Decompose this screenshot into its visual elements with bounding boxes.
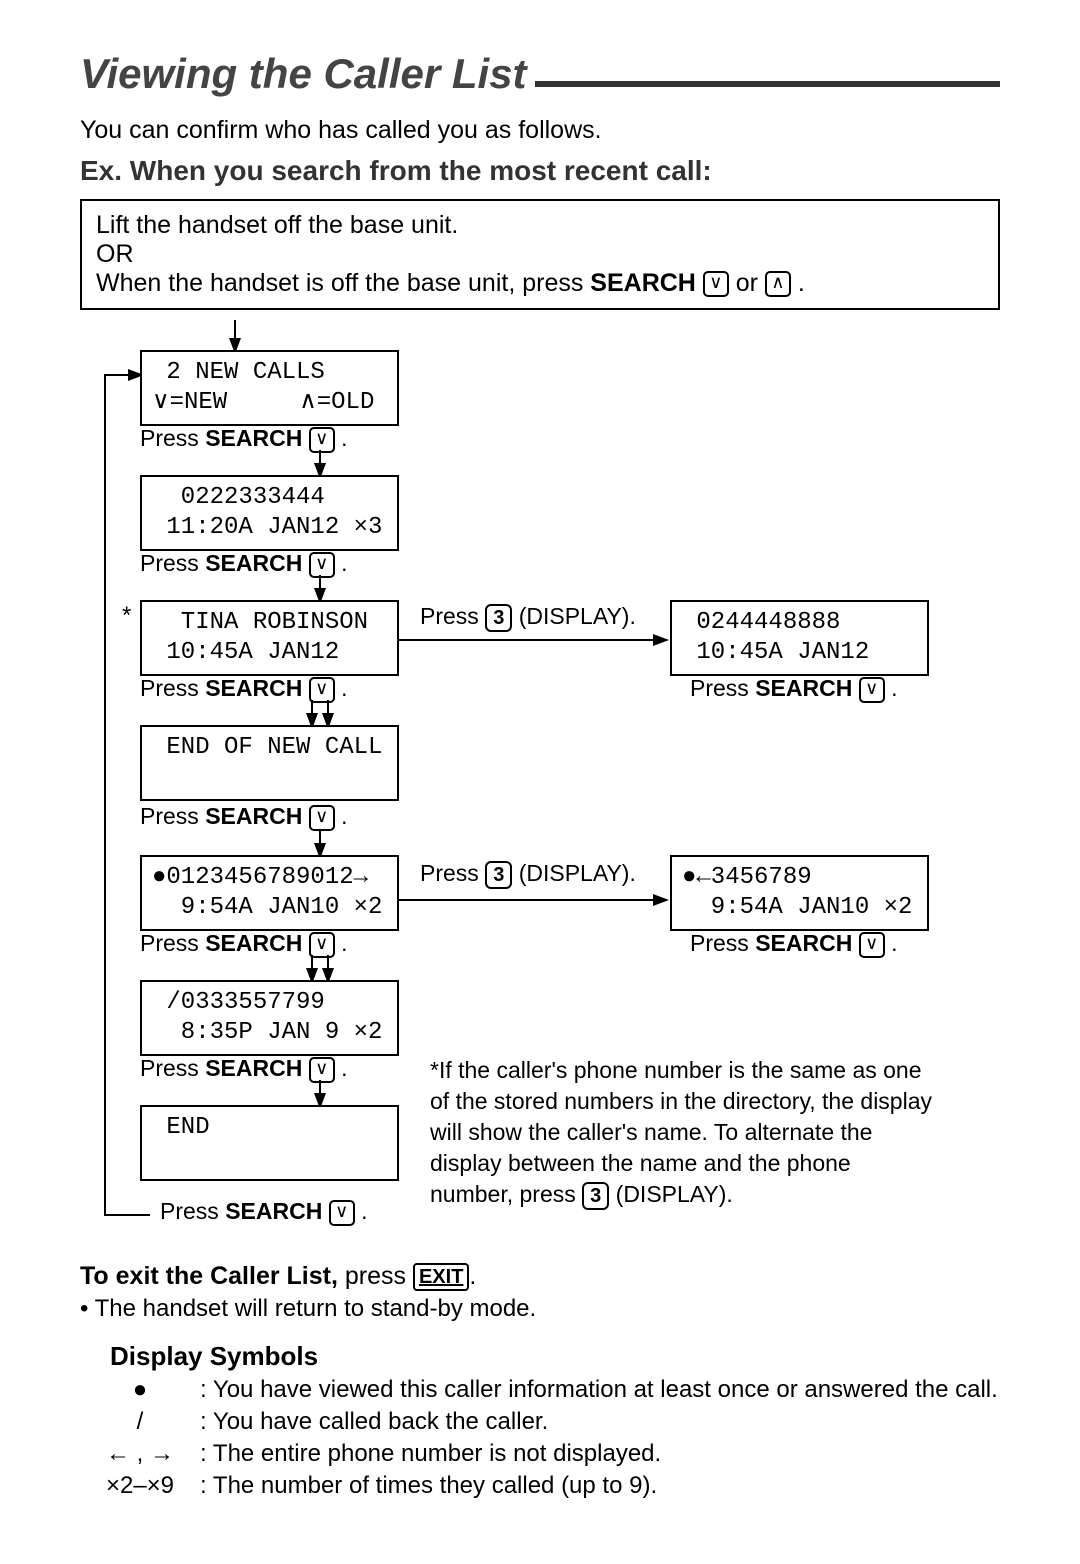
down-arrow-icon: ∨ xyxy=(309,932,335,958)
down-arrow-icon: ∨ xyxy=(703,271,729,297)
initial-step-box: Lift the handset off the base unit. OR W… xyxy=(80,199,1000,310)
display-long-number-right: ●←3456789 9:54A JAN10 ×2 xyxy=(670,855,929,931)
lcd-line: ●0123456789012→ xyxy=(152,864,368,891)
search-word: SEARCH xyxy=(590,269,696,297)
step-or: OR xyxy=(96,240,984,269)
display-end-new: END OF NEW CALL xyxy=(140,725,399,801)
down-arrow-icon: ∨ xyxy=(859,932,885,958)
display-symbols-heading: Display Symbols xyxy=(110,1341,1000,1372)
symbol-glyph: ● xyxy=(80,1376,200,1404)
down-arrow-icon: ∨ xyxy=(309,552,335,578)
lcd-line xyxy=(152,764,166,791)
down-arrow-icon: ∨ xyxy=(309,677,335,703)
symbol-desc: : The number of times they called (up to… xyxy=(200,1472,1000,1500)
symbol-desc: : You have called back the caller. xyxy=(200,1408,1000,1436)
display-long-number: ●0123456789012→ 9:54A JAN10 ×2 xyxy=(140,855,399,931)
lcd-line: 9:54A JAN10 ×2 xyxy=(152,894,382,921)
symbol-row: ×2–×9 : The number of times they called … xyxy=(80,1472,1000,1500)
lcd-line: 0222333444 xyxy=(152,484,325,511)
down-arrow-icon: ∨ xyxy=(309,427,335,453)
intro-text: You can confirm who has called you as fo… xyxy=(80,116,1000,145)
symbol-row: ● : You have viewed this caller informat… xyxy=(80,1376,1000,1404)
press-search-label: Press SEARCH ∨ . xyxy=(140,675,347,703)
symbol-glyph: / xyxy=(80,1408,200,1436)
display-callback: /0333557799 8:35P JAN 9 ×2 xyxy=(140,980,399,1056)
press-3-display-label: Press 3 (DISPLAY). xyxy=(420,603,636,632)
down-arrow-icon: ∨ xyxy=(309,805,335,831)
lcd-line: 10:45A JAN12 xyxy=(152,639,339,666)
lcd-line: ∨=NEW ∧=OLD xyxy=(152,389,374,416)
step-line2b: or xyxy=(736,269,765,297)
display-new-calls: 2 NEW CALLS ∨=NEW ∧=OLD xyxy=(140,350,399,426)
lcd-line: END xyxy=(152,1114,210,1141)
press-search-label: Press SEARCH ∨ . xyxy=(690,930,897,958)
lcd-line: /0333557799 xyxy=(152,989,325,1016)
lcd-line: 9:54A JAN10 ×2 xyxy=(682,894,912,921)
display-call-1: 0222333444 11:20A JAN12 ×3 xyxy=(140,475,399,551)
symbol-desc: : You have viewed this caller informatio… xyxy=(200,1376,1000,1404)
lcd-line: END OF NEW CALL xyxy=(152,734,382,761)
lcd-line: 2 NEW CALLS xyxy=(152,359,325,386)
display-end: END xyxy=(140,1105,399,1181)
key-3-icon: 3 xyxy=(485,604,512,632)
lcd-line: ●←3456789 xyxy=(682,864,812,891)
flowchart: 2 NEW CALLS ∨=NEW ∧=OLD Press SEARCH ∨ .… xyxy=(90,320,1010,1250)
footnote: *If the caller's phone number is the sam… xyxy=(430,1055,940,1210)
step-line2a: When the handset is off the base unit, p… xyxy=(96,269,590,297)
page-title: Viewing the Caller List xyxy=(80,50,527,98)
down-arrow-icon: ∨ xyxy=(859,677,885,703)
press-search-label: Press SEARCH ∨ . xyxy=(140,1055,347,1083)
lcd-line: TINA ROBINSON xyxy=(152,609,368,636)
lcd-line: 8:35P JAN 9 ×2 xyxy=(152,1019,382,1046)
press-search-label: Press SEARCH ∨ . xyxy=(160,1198,367,1226)
lcd-line: 11:20A JAN12 ×3 xyxy=(152,514,382,541)
symbol-glyph: ×2–×9 xyxy=(80,1472,200,1500)
display-caller-number: 0244448888 10:45A JAN12 xyxy=(670,600,929,676)
symbol-glyph: ← , → xyxy=(80,1440,200,1468)
display-caller-name: TINA ROBINSON 10:45A JAN12 xyxy=(140,600,399,676)
standby-note: • The handset will return to stand-by mo… xyxy=(80,1295,1000,1323)
exit-instruction: To exit the Caller List, press EXIT. xyxy=(80,1262,1000,1291)
symbol-row: / : You have called back the caller. xyxy=(80,1408,1000,1436)
press-search-label: Press SEARCH ∨ . xyxy=(140,930,347,958)
lcd-line xyxy=(152,1144,166,1171)
lcd-line: 0244448888 xyxy=(682,609,840,636)
press-search-label: Press SEARCH ∨ . xyxy=(140,425,347,453)
symbol-row: ← , → : The entire phone number is not d… xyxy=(80,1440,1000,1468)
exit-key-icon: EXIT xyxy=(413,1263,469,1291)
press-3-display-label: Press 3 (DISPLAY). xyxy=(420,860,636,889)
key-3-icon: 3 xyxy=(582,1182,609,1210)
step-line1: Lift the handset off the base unit. xyxy=(96,211,458,239)
symbol-desc: : The entire phone number is not display… xyxy=(200,1440,1000,1468)
press-search-label: Press SEARCH ∨ . xyxy=(140,803,347,831)
down-arrow-icon: ∨ xyxy=(329,1200,355,1226)
down-arrow-icon: ∨ xyxy=(309,1057,335,1083)
lcd-line: 10:45A JAN12 xyxy=(682,639,869,666)
asterisk: * xyxy=(122,602,131,630)
press-search-label: Press SEARCH ∨ . xyxy=(690,675,897,703)
step-line2c: . xyxy=(798,269,805,297)
up-arrow-icon: ∧ xyxy=(765,271,791,297)
title-rule xyxy=(535,81,1000,87)
example-heading: Ex. When you search from the most recent… xyxy=(80,155,1000,187)
press-search-label: Press SEARCH ∨ . xyxy=(140,550,347,578)
key-3-icon: 3 xyxy=(485,861,512,889)
